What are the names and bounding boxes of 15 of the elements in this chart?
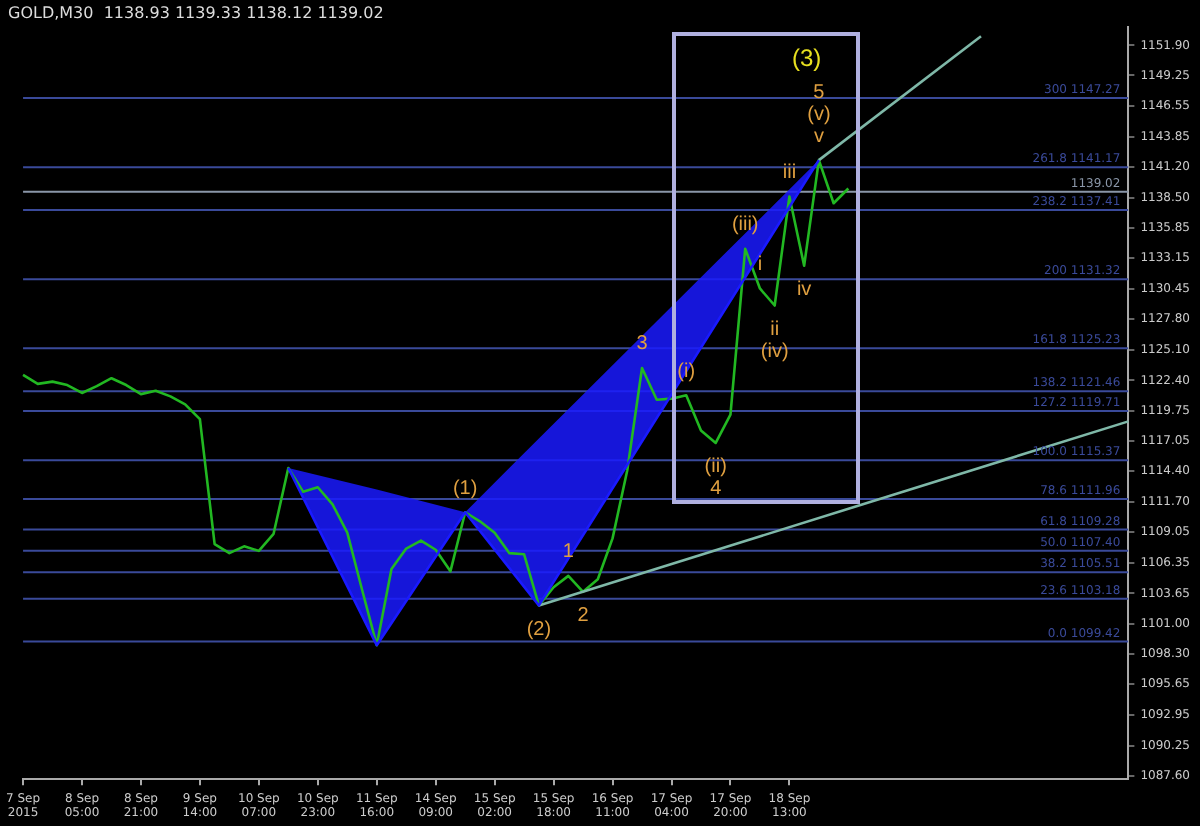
chart-title: GOLD,M30 1138.93 1139.33 1138.12 1139.02	[8, 3, 384, 22]
annotation: ii	[770, 319, 780, 342]
annotation: 1	[562, 541, 575, 564]
annotation: v	[813, 125, 824, 148]
annotation: 2	[577, 605, 590, 628]
annotation: (3)	[792, 44, 822, 72]
annotation: (ii)	[704, 456, 727, 479]
annotation: i	[757, 253, 763, 276]
annotation: iv	[796, 279, 812, 302]
annotation: iii	[782, 161, 797, 184]
annotation: 4	[710, 478, 723, 501]
annotation: (v)	[807, 103, 831, 126]
annotation: 3	[636, 333, 649, 356]
annotation: (1)	[452, 477, 478, 500]
annotation: (2)	[526, 618, 552, 641]
